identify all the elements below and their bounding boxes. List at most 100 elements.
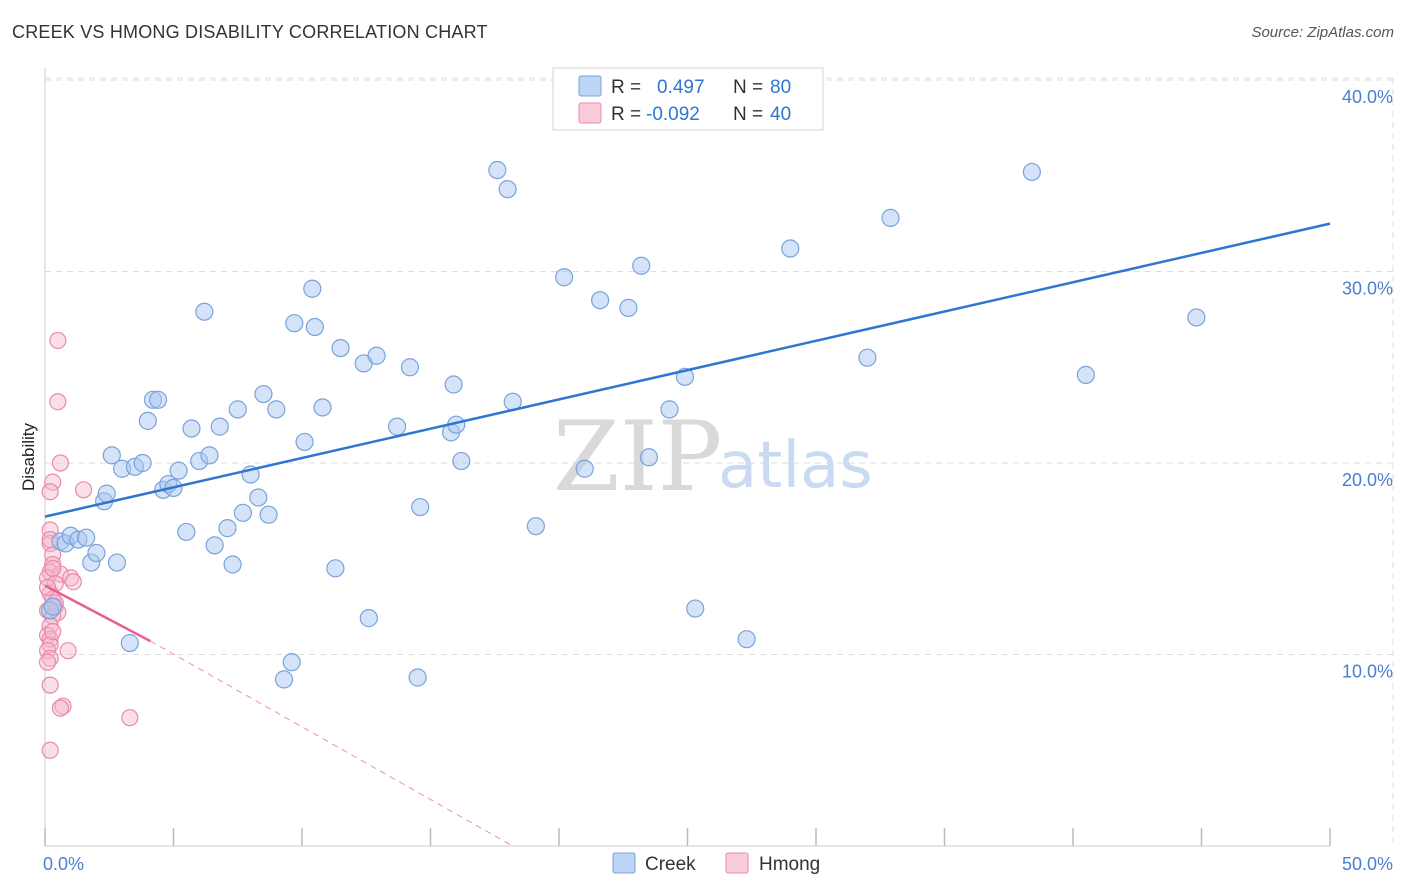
hmong-point [42, 742, 58, 758]
y-tick-label: 10.0% [1342, 662, 1393, 682]
creek-point [620, 299, 637, 316]
creek-point [368, 347, 385, 364]
creek-point [592, 292, 609, 309]
creek-point [306, 319, 323, 336]
hmong-point [122, 710, 138, 726]
creek-point [219, 520, 236, 537]
watermark-atlas: atlas [718, 429, 873, 503]
watermark-zip: ZIP [553, 401, 722, 513]
creek-point [211, 418, 228, 435]
y-tick-label: 40.0% [1342, 87, 1393, 107]
hmong-legend-swatch [579, 103, 601, 123]
hmong-point [40, 654, 56, 670]
hmong-point [45, 560, 61, 576]
creek-point [576, 460, 593, 477]
hmong-point [42, 677, 58, 693]
y-axis-title: Disability [19, 422, 38, 491]
creek-point [229, 401, 246, 418]
creek-r-label: R = [611, 77, 641, 98]
y-tick-label: 20.0% [1342, 470, 1393, 490]
creek-series-swatch [613, 853, 635, 873]
hmong-point [50, 394, 66, 410]
creek-point [409, 669, 426, 686]
creek-point [178, 523, 195, 540]
hmong-series-swatch [726, 853, 748, 873]
creek-point [255, 386, 272, 403]
creek-point [108, 554, 125, 571]
creek-point [206, 537, 223, 554]
creek-point [196, 303, 213, 320]
creek-point [1023, 163, 1040, 180]
scatter-chart: ZIP atlas 10.0%20.0%30.0%40.0%0.0% 50.0% … [0, 0, 1406, 892]
creek-point [412, 499, 429, 516]
creek-point [499, 181, 516, 198]
creek-point [304, 280, 321, 297]
creek-point [1188, 309, 1205, 326]
creek-point [234, 504, 251, 521]
creek-point [882, 209, 899, 226]
creek-point [268, 401, 285, 418]
creek-point [360, 610, 377, 627]
creek-point [556, 269, 573, 286]
creek-series-label: Creek [645, 854, 696, 875]
hmong-point [76, 482, 92, 498]
creek-point [201, 447, 218, 464]
creek-point [98, 485, 115, 502]
creek-point [296, 433, 313, 450]
creek-point [527, 518, 544, 535]
creek-point [859, 349, 876, 366]
trend-lines [45, 224, 1330, 846]
creek-point [134, 455, 151, 472]
creek-point [389, 418, 406, 435]
creek-point [224, 556, 241, 573]
creek-point [276, 671, 293, 688]
creek-point [170, 462, 187, 479]
hmong-point [65, 574, 81, 590]
creek-point [286, 315, 303, 332]
creek-point [640, 449, 657, 466]
creek-point [150, 391, 167, 408]
watermark: ZIP atlas [553, 401, 873, 513]
creek-point [401, 359, 418, 376]
y-tick-label: 30.0% [1342, 279, 1393, 299]
hmong-r-value: -0.092 [646, 104, 700, 125]
creek-point [687, 600, 704, 617]
hmong-point [50, 332, 66, 348]
creek-point [121, 635, 138, 652]
creek-point [327, 560, 344, 577]
creek-point [78, 529, 95, 546]
creek-point [314, 399, 331, 416]
stats-legend: R = 0.497 N = 80 R = -0.092 N = 40 [553, 68, 823, 130]
hmong-point [42, 484, 58, 500]
creek-point [1077, 366, 1094, 383]
creek-n-value: 80 [770, 77, 791, 98]
hmong-n-value: 40 [770, 104, 791, 125]
hmong-point [60, 643, 76, 659]
creek-point [183, 420, 200, 437]
creek-point [250, 489, 267, 506]
x-tick-label: 50.0% [1342, 854, 1393, 874]
creek-point [661, 401, 678, 418]
creek-point [332, 340, 349, 357]
hmong-point [52, 700, 68, 716]
creek-n-label: N = [733, 77, 763, 98]
creek-point [283, 654, 300, 671]
hmong-n-label: N = [733, 104, 763, 125]
hmong-series-label: Hmong [759, 854, 820, 875]
creek-point [445, 376, 462, 393]
creek-point [633, 257, 650, 274]
creek-legend-swatch [579, 76, 601, 96]
hmong-point [45, 624, 61, 640]
series-legend: Creek Hmong [613, 853, 820, 875]
creek-point [44, 598, 61, 615]
creek-point [782, 240, 799, 257]
creek-point [260, 506, 277, 523]
creek-point [139, 412, 156, 429]
hmong-r-label: R = [611, 104, 641, 125]
hmong-point [52, 455, 68, 471]
creek-point [489, 162, 506, 179]
creek-r-value: 0.497 [657, 77, 705, 98]
creek-point [453, 453, 470, 470]
creek-point [88, 545, 105, 562]
creek-point [738, 631, 755, 648]
